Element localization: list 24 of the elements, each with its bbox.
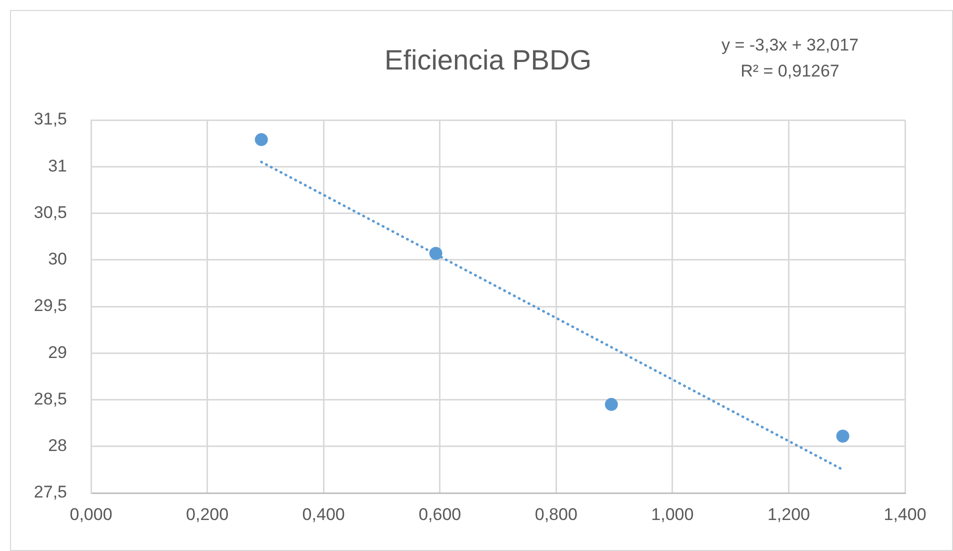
- y-tick-label: 28: [48, 436, 67, 456]
- y-tick-label: 30: [48, 250, 67, 269]
- y-tick-label: 28,5: [34, 389, 67, 408]
- x-tick-label: 0,600: [418, 504, 462, 524]
- point: [254, 133, 268, 146]
- y-tick-label: 29: [48, 342, 67, 362]
- x-tick-label: 0,800: [534, 504, 578, 524]
- x-tick-label: 1,000: [651, 504, 694, 524]
- text: y = -3,3x + 32,017: [721, 36, 859, 55]
- y-tick-label: 29,5: [34, 296, 67, 316]
- x-tick-label: 0,200: [186, 504, 229, 524]
- chart-title: Eficiencia PBDG: [384, 44, 592, 76]
- x-tick-label: 1,400: [884, 504, 926, 524]
- point: [836, 430, 850, 443]
- x-tick-label: 1,200: [767, 504, 810, 524]
- y-tick-label: 31: [48, 156, 67, 176]
- y-tick-label: 31,5: [34, 110, 67, 129]
- x-tick-label: 0,000: [70, 504, 112, 524]
- point: [429, 246, 442, 260]
- point: [604, 398, 618, 411]
- y-tick-label: 30,5: [34, 202, 67, 222]
- y-tick-label: 27,5: [34, 482, 67, 502]
- text: R² = 0,91267: [740, 62, 840, 81]
- x-tick-label: 0,400: [302, 504, 345, 524]
